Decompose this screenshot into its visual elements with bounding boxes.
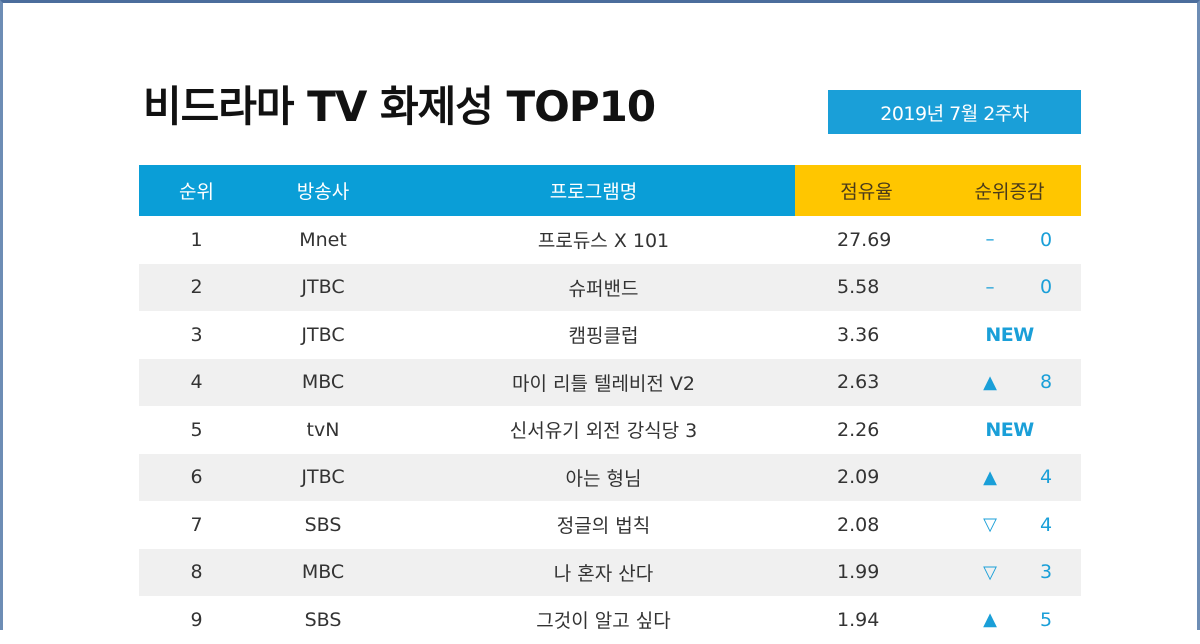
new-entry-badge: NEW — [985, 323, 1034, 346]
rank-down-triangle-icon: ▽ — [983, 561, 997, 583]
share-cell: 2.63 — [837, 371, 880, 394]
table-row: 2 JTBC 슈퍼밴드 5.58 – 0 — [139, 263, 1081, 312]
date-badge: 2019년 7월 2주차 — [828, 90, 1081, 134]
share-cell: 2.09 — [837, 466, 880, 489]
broadcaster-cell: JTBC — [301, 466, 345, 489]
change-cell: NEW — [938, 406, 1081, 454]
broadcaster-cell: MBC — [301, 371, 345, 394]
program-cell: 신서유기 외전 강식당 3 — [509, 420, 698, 443]
program-cell: 정글의 법칙 — [556, 515, 651, 538]
table-header: 순위 방송사 프로그램명 점유율 순위증감 — [139, 165, 1081, 216]
change-value: 4 — [1039, 466, 1053, 489]
share-cell: 3.36 — [837, 323, 880, 346]
table-row: 7 SBS 정글의 법칙 2.08 ▽ 4 — [139, 501, 1081, 549]
change-cell: ▲ 4 — [938, 454, 1081, 502]
rank-cell: 5 — [190, 418, 203, 441]
broadcaster-cell: SBS — [304, 513, 342, 536]
new-entry-badge: NEW — [985, 418, 1034, 441]
rank-cell: 3 — [190, 323, 203, 346]
program-cell: 그것이 알고 싶다 — [536, 610, 671, 633]
change-value: 8 — [1039, 371, 1053, 394]
rank-cell: 4 — [190, 371, 203, 394]
no-change-dash-icon: – — [985, 229, 995, 251]
table-row: 1 Mnet 프로듀스 X 101 27.69 – 0 — [139, 216, 1081, 264]
program-cell: 프로듀스 X 101 — [537, 230, 670, 253]
table-body: 1 Mnet 프로듀스 X 101 27.69 – 0 2 JTBC 슈퍼밴드 … — [139, 216, 1081, 644]
rank-up-triangle-icon: ▲ — [983, 371, 997, 393]
share-cell: 2.26 — [837, 418, 880, 441]
rank-cell: 6 — [190, 466, 203, 489]
table-row: 9 SBS 그것이 알고 싶다 1.94 ▲ 5 — [139, 596, 1081, 644]
broadcaster-cell: JTBC — [301, 323, 345, 346]
rank-down-triangle-icon: ▽ — [983, 514, 997, 536]
change-cell: ▽ 4 — [938, 501, 1081, 549]
column-header-change: 순위증감 — [938, 165, 1081, 216]
change-value: 4 — [1039, 513, 1053, 536]
column-header-rank: 순위 — [139, 165, 254, 216]
rank-cell: 8 — [190, 561, 203, 584]
change-cell: – 0 — [938, 216, 1081, 264]
table-row: 5 tvN 신서유기 외전 강식당 3 2.26 NEW — [139, 406, 1081, 454]
rank-cell: 2 — [190, 276, 203, 299]
program-cell: 아는 형님 — [565, 467, 642, 490]
broadcaster-cell: SBS — [304, 608, 342, 631]
share-cell: 1.94 — [837, 608, 880, 631]
rank-up-triangle-icon: ▲ — [983, 609, 997, 631]
change-value: 3 — [1039, 561, 1053, 584]
change-cell: ▽ 3 — [938, 549, 1081, 597]
rank-cell: 9 — [190, 608, 203, 631]
program-cell: 캠핑클럽 — [568, 325, 639, 348]
change-value: 5 — [1039, 608, 1053, 631]
program-cell: 나 혼자 산다 — [553, 562, 654, 585]
program-cell: 슈퍼밴드 — [568, 277, 639, 300]
column-header-program: 프로그램명 — [392, 165, 795, 216]
change-cell: ▲ 8 — [938, 359, 1081, 407]
broadcaster-cell: JTBC — [301, 276, 345, 299]
broadcaster-cell: tvN — [306, 418, 340, 441]
table-row: 8 MBC 나 혼자 산다 1.99 ▽ 3 — [139, 548, 1081, 597]
rank-cell: 7 — [190, 513, 203, 536]
change-cell: – 0 — [938, 264, 1081, 312]
change-cell: ▲ 5 — [938, 596, 1081, 644]
share-cell: 1.99 — [837, 561, 880, 584]
program-cell: 마이 리틀 텔레비전 V2 — [511, 372, 696, 395]
share-cell: 5.58 — [837, 276, 880, 299]
share-cell: 27.69 — [837, 228, 892, 251]
page-title: 비드라마 TV 화제성 TOP10 — [143, 82, 656, 131]
change-cell: NEW — [938, 311, 1081, 359]
broadcaster-cell: MBC — [301, 561, 345, 584]
table-row: 3 JTBC 캠핑클럽 3.36 NEW — [139, 311, 1081, 359]
column-header-broadcaster: 방송사 — [254, 165, 392, 216]
column-header-share: 점유율 — [795, 165, 938, 216]
change-value: 0 — [1039, 276, 1053, 299]
no-change-dash-icon: – — [985, 276, 995, 298]
table-row: 6 JTBC 아는 형님 2.09 ▲ 4 — [139, 453, 1081, 502]
ranking-table: 순위 방송사 프로그램명 점유율 순위증감 1 Mnet 프로듀스 X 101 … — [139, 165, 1081, 644]
broadcaster-cell: Mnet — [299, 228, 347, 251]
rank-cell: 1 — [190, 228, 203, 251]
change-value: 0 — [1039, 228, 1053, 251]
rank-up-triangle-icon: ▲ — [983, 466, 997, 488]
table-row: 4 MBC 마이 리틀 텔레비전 V2 2.63 ▲ 8 — [139, 358, 1081, 407]
share-cell: 2.08 — [837, 513, 880, 536]
